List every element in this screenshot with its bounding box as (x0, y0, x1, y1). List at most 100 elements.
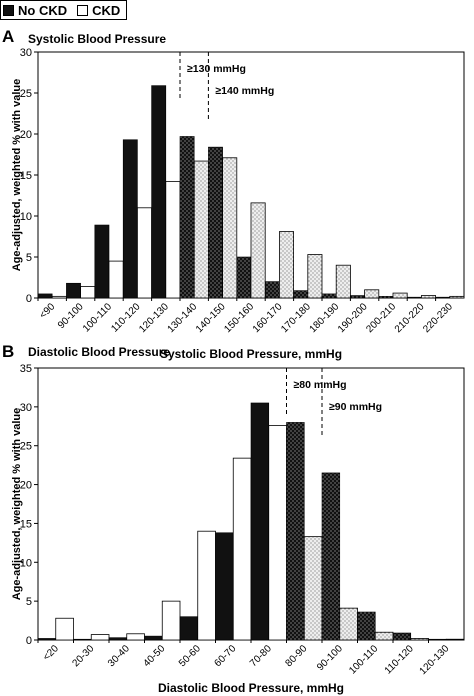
y-tick-label: 10 (20, 557, 32, 569)
y-tick-label: 10 (20, 211, 32, 223)
x-tick-label: 20-30 (71, 643, 97, 669)
y-axis-label: Age-adjusted, weighted % with value (11, 79, 23, 272)
bar-no-ckd (208, 146, 223, 299)
bar-no-ckd (179, 616, 199, 641)
bar-ckd (420, 295, 436, 299)
x-tick-label: 100-110 (81, 301, 115, 335)
bar-ckd (51, 295, 67, 299)
y-tick-label: 0 (26, 293, 32, 305)
panel-letter: B (2, 342, 14, 361)
threshold-label: ≥90 mmHg (329, 401, 382, 413)
x-tick-label: 180-190 (308, 301, 342, 335)
bar-no-ckd (151, 85, 167, 299)
threshold-label: ≥80 mmHg (294, 379, 347, 391)
bar-no-ckd (350, 295, 365, 299)
bar-ckd (364, 289, 380, 299)
panel-letter: A (2, 27, 14, 46)
legend-swatch-no-ckd (3, 4, 14, 16)
bar-no-ckd (250, 402, 270, 641)
x-tick-label: 190-200 (336, 301, 370, 335)
bar-ckd (90, 634, 110, 641)
legend: No CKD CKD (0, 0, 128, 20)
bar-ckd (165, 181, 181, 299)
bar-no-ckd (357, 611, 376, 641)
legend-label-no-ckd: No CKD (18, 2, 68, 18)
bar-ckd (392, 292, 408, 299)
x-tick-label: 30-40 (106, 643, 132, 669)
x-tick-label: <90 (38, 301, 58, 321)
bar-no-ckd (321, 293, 337, 299)
y-tick-label: 15 (20, 518, 32, 530)
bar-no-ckd (264, 281, 280, 299)
threshold-label: ≥130 mmHg (187, 63, 246, 75)
x-tick-label: <20 (41, 643, 61, 663)
bar-no-ckd (37, 293, 53, 299)
bar-ckd (410, 638, 429, 641)
y-tick-label: 30 (20, 402, 32, 414)
bar-ckd (222, 157, 238, 299)
bar-ckd (55, 617, 74, 641)
bar-ckd (339, 607, 358, 641)
bar-no-ckd (215, 532, 234, 641)
x-tick-label: 60-70 (213, 643, 239, 669)
bar-no-ckd (66, 282, 81, 299)
bar-ckd (108, 260, 124, 299)
x-tick-label: 210-220 (393, 301, 427, 335)
y-tick-label: 20 (20, 129, 32, 141)
x-tick-label: 200-210 (364, 301, 398, 335)
chart-title: Diastolic Blood Pressure (28, 345, 170, 359)
y-tick-label: 5 (26, 252, 32, 264)
panel-a: A Systolic Blood Pressure051015202530<909… (2, 27, 465, 361)
x-tick-label: 130-140 (166, 301, 200, 335)
bar-ckd (161, 600, 181, 641)
x-tick-label: 40-50 (142, 643, 168, 669)
bar-no-ckd (94, 224, 110, 299)
legend-label-ckd: CKD (92, 2, 121, 18)
bar-ckd (232, 457, 252, 641)
bar-no-ckd (179, 136, 195, 299)
x-tick-label: 120-130 (418, 643, 452, 677)
y-axis-label: Age-adjusted, weighted % with value (11, 408, 23, 601)
y-tick-label: 30 (20, 47, 32, 59)
bar-no-ckd (293, 290, 309, 299)
bar-no-ckd (37, 638, 57, 641)
threshold-label: ≥140 mmHg (215, 85, 274, 97)
x-tick-label: 170-180 (279, 301, 313, 335)
x-tick-label: 110-120 (109, 301, 143, 335)
bar-no-ckd (428, 638, 447, 641)
bar-ckd (449, 295, 465, 299)
x-tick-label: 90-100 (315, 643, 345, 673)
bar-ckd (307, 254, 323, 299)
y-tick-label: 15 (20, 170, 32, 182)
x-axis-label: Systolic Blood Pressure, mmHg (160, 347, 342, 361)
legend-item-ckd: CKD (77, 3, 120, 18)
x-tick-label: 150-160 (222, 301, 256, 335)
bar-ckd (278, 231, 294, 299)
bar-no-ckd (406, 296, 422, 299)
legend-item-no-ckd: No CKD (3, 3, 67, 18)
x-tick-label: 110-120 (383, 643, 417, 677)
x-tick-label: 70-80 (248, 643, 274, 669)
bar-ckd (445, 638, 465, 641)
bar-ckd (80, 286, 96, 299)
y-tick-label: 0 (26, 635, 32, 647)
bar-ckd (193, 160, 209, 299)
x-axis-label: Diastolic Blood Pressure, mmHg (158, 681, 344, 695)
x-tick-label: 100-110 (347, 643, 381, 677)
bar-ckd (303, 536, 323, 641)
y-tick-label: 20 (20, 480, 32, 492)
bar-ckd (374, 631, 394, 641)
legend-swatch-ckd (77, 4, 89, 16)
bar-no-ckd (108, 637, 128, 641)
x-tick-label: 140-150 (194, 301, 228, 335)
x-tick-label: 120-130 (137, 301, 171, 335)
bar-no-ckd (435, 296, 451, 299)
bar-no-ckd (378, 296, 394, 299)
bar-no-ckd (286, 422, 305, 641)
bar-no-ckd (321, 472, 341, 641)
bar-no-ckd (392, 632, 412, 641)
bar-ckd (335, 264, 351, 299)
y-tick-label: 5 (26, 596, 32, 608)
y-tick-label: 25 (20, 441, 32, 453)
